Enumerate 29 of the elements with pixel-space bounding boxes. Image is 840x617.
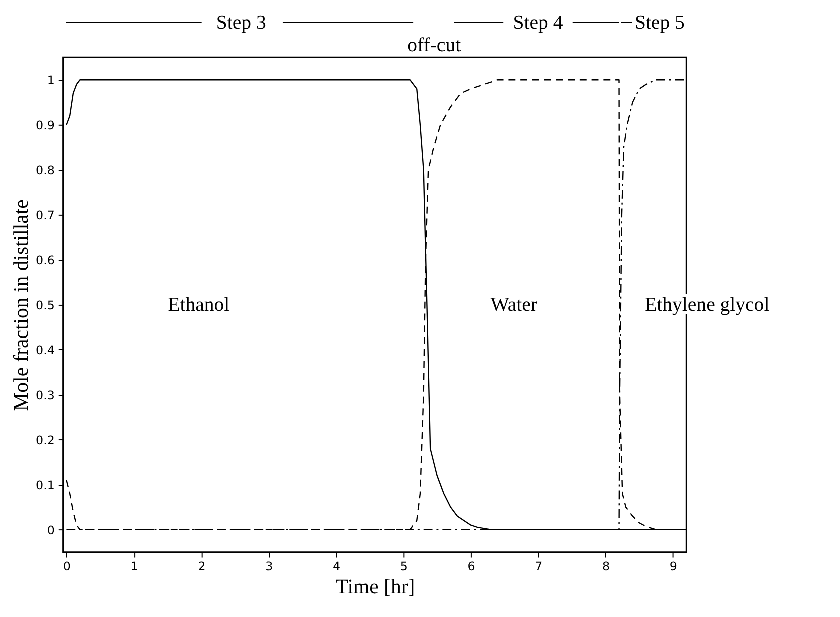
text: Step 3 [216, 12, 267, 34]
y-axis-title: Mole fraction in distillate [10, 200, 34, 412]
x-axis-title: Time [hr] [336, 575, 416, 598]
y-tick-label: 0.1 [36, 478, 55, 492]
y-tick-label: 0.8 [36, 164, 55, 178]
text: off-cut [408, 34, 462, 57]
annotation: Water [490, 294, 538, 316]
y-tick-label: 0.5 [36, 298, 55, 312]
x-tick-label: 7 [535, 560, 543, 574]
x-tick-label: 4 [332, 560, 341, 574]
text: Step 4 [513, 12, 564, 34]
text: Step 5 [634, 12, 686, 34]
x-tick-label: 6 [468, 560, 476, 574]
y-tick-label: 0.2 [36, 433, 55, 448]
y-tick-label: 0.7 [36, 208, 55, 222]
x-tick-label: 1 [130, 560, 138, 574]
annotation: Ethanol [168, 294, 230, 316]
x-tick-label: 8 [602, 560, 610, 574]
y-tick-label: 0.9 [36, 118, 55, 133]
x-tick-label: 3 [266, 560, 274, 574]
y-tick-label: 1 [47, 74, 55, 88]
y-tick-label: 0.6 [36, 253, 55, 268]
x-tick-label: 2 [198, 560, 206, 574]
x-tick-label: 5 [400, 560, 408, 574]
y-tick-label: 0 [47, 523, 55, 538]
y-tick-label: 0.3 [36, 388, 55, 402]
x-tick-label: 9 [670, 560, 678, 574]
x-tick-label: 0 [63, 560, 71, 574]
y-tick-label: 0.4 [36, 343, 55, 358]
